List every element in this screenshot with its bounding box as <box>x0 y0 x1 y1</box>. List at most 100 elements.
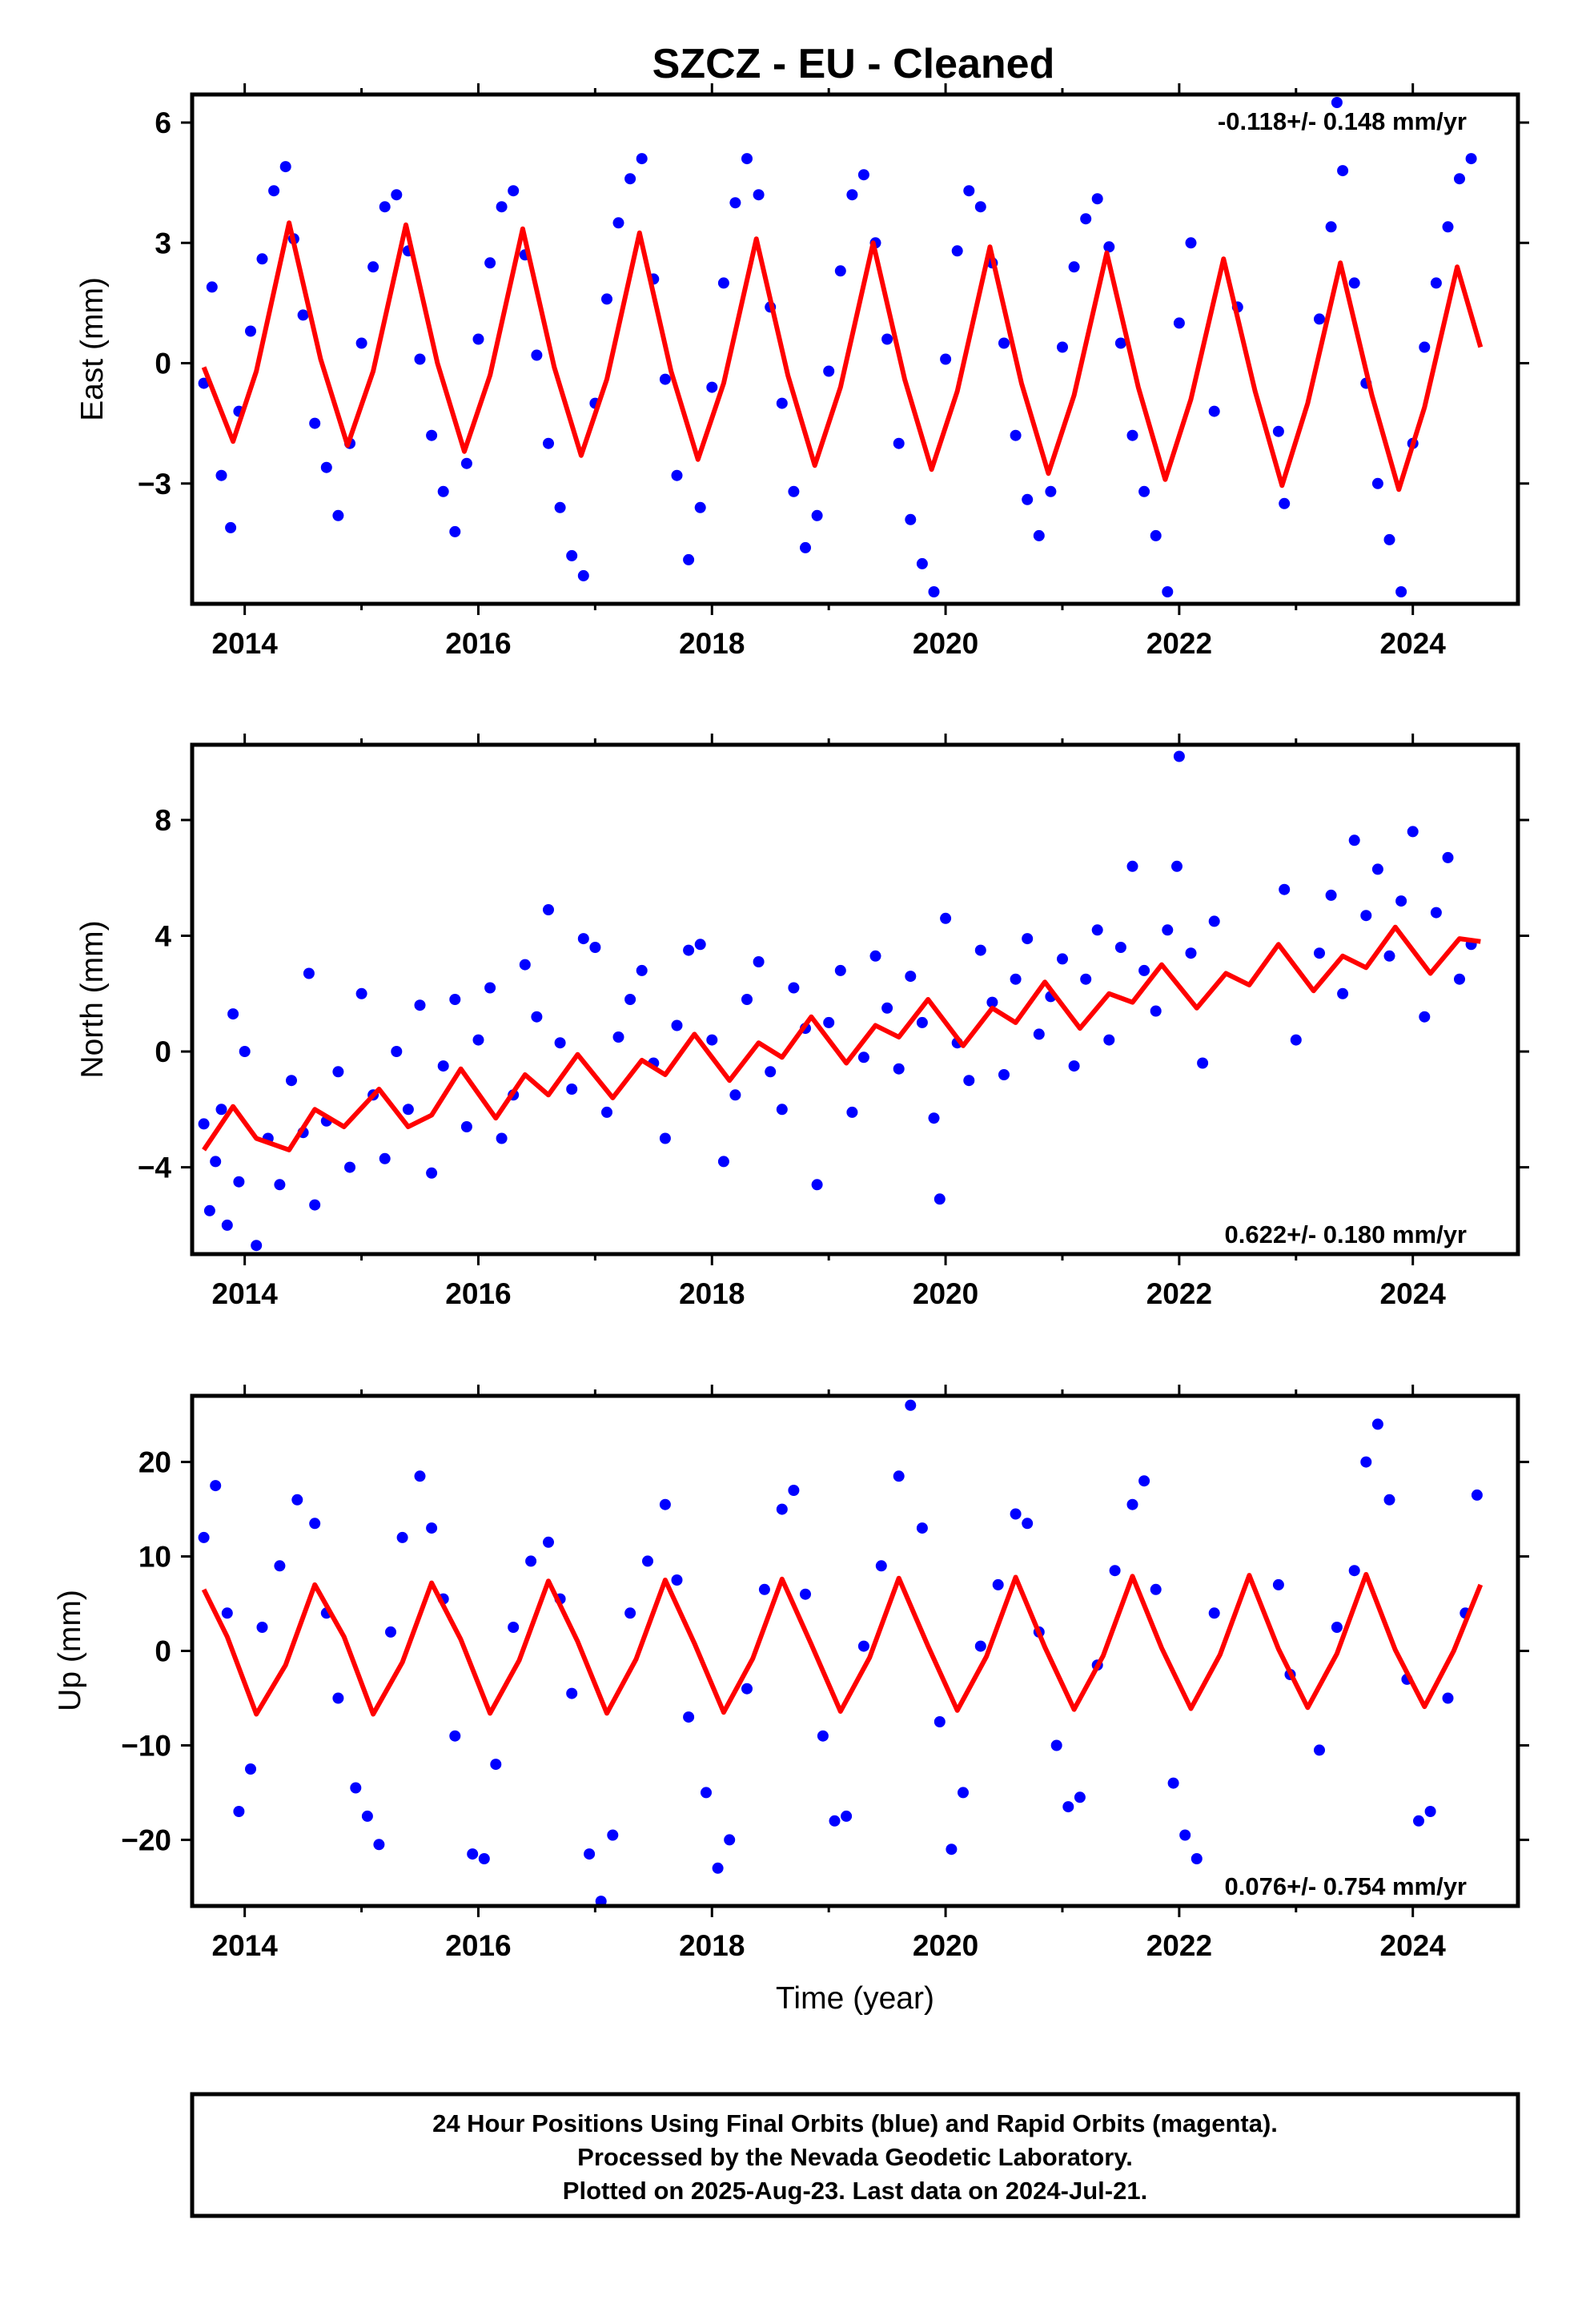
north-data-point <box>1033 1028 1045 1040</box>
east-data-point <box>940 353 952 365</box>
up-data-point <box>829 1815 841 1827</box>
north-data-point <box>531 1011 543 1023</box>
east-data-point <box>449 525 461 537</box>
east-x-tick-label: 2016 <box>445 627 511 660</box>
east-data-point <box>1279 497 1291 509</box>
east-data-point <box>426 429 438 441</box>
north-x-tick-label: 2018 <box>679 1277 745 1310</box>
east-data-point <box>1057 341 1068 353</box>
east-data-point <box>332 509 344 521</box>
north-frame <box>190 742 1520 1256</box>
east-frame <box>190 92 1520 606</box>
up-model-curve <box>201 1572 1484 1717</box>
north-data-point <box>928 1112 940 1124</box>
north-data-point <box>355 987 367 999</box>
north-data-point <box>1068 1060 1080 1072</box>
north-data-point <box>589 942 601 953</box>
east-data-point <box>834 265 846 277</box>
north-data-point <box>717 1156 729 1168</box>
up-data-point <box>607 1829 619 1841</box>
up-data-point <box>332 1692 344 1704</box>
north-data-point <box>402 1104 414 1116</box>
east-data-point <box>846 189 858 201</box>
up-data-point <box>1010 1508 1022 1520</box>
up-data-point <box>1471 1489 1483 1501</box>
north-data-point <box>391 1046 403 1057</box>
north-data-point <box>636 964 648 976</box>
up-data-point <box>741 1683 753 1695</box>
east-data-point <box>1162 586 1174 597</box>
north-data-point <box>1173 750 1185 762</box>
north-data-point <box>729 1089 741 1101</box>
east-data-point <box>1068 261 1080 273</box>
east-data-point <box>612 217 624 229</box>
up-panel: 2014 2016 2018 2020 2022 2024 20 10 0 −10 −20 0.07… <box>53 1385 1529 1962</box>
east-data-point <box>1337 165 1349 177</box>
north-data-point <box>1279 883 1291 895</box>
north-y-tick-label: 0 <box>155 1035 171 1068</box>
east-data-point <box>1325 221 1337 233</box>
east-data-point <box>694 501 706 513</box>
north-data-point <box>1103 1034 1115 1046</box>
north-data-point <box>426 1167 438 1179</box>
east-data-point <box>1150 529 1162 541</box>
north-data-point <box>986 996 998 1008</box>
east-data-point <box>974 201 986 213</box>
up-data-point <box>1062 1801 1074 1813</box>
east-data-point <box>1371 477 1383 489</box>
up-data-point <box>1424 1806 1436 1817</box>
north-data-point <box>1337 987 1349 999</box>
up-x-tick-label: 2016 <box>445 1929 511 1962</box>
east-y-tick-label: 6 <box>155 107 171 139</box>
north-data-point <box>916 1016 928 1028</box>
up-data-point <box>905 1399 917 1411</box>
chart-title: SZCZ - EU - Cleaned <box>652 41 1055 87</box>
up-y-tick-label: 20 <box>139 1446 171 1479</box>
up-data-point <box>1074 1791 1086 1803</box>
up-data-point <box>958 1787 969 1799</box>
up-data-point <box>1371 1418 1383 1430</box>
east-data-point <box>437 485 449 497</box>
up-data-point <box>1360 1456 1372 1468</box>
north-data-point <box>233 1176 245 1188</box>
up-y-tick-label: 10 <box>139 1541 171 1574</box>
north-data-point <box>379 1152 391 1164</box>
up-data-point <box>1442 1692 1454 1704</box>
up-frame <box>190 1393 1520 1908</box>
up-data-point <box>449 1730 461 1742</box>
north-axes: 2014 2016 2018 2020 2022 2024 8 4 0 −4 <box>138 734 1529 1310</box>
north-data-point <box>1208 915 1220 927</box>
up-data-point <box>1413 1815 1424 1827</box>
up-data-point <box>857 1640 869 1652</box>
north-data-point <box>215 1104 227 1116</box>
east-data-point <box>1185 237 1197 249</box>
up-data-point <box>1126 1498 1138 1510</box>
east-data-point <box>1331 97 1343 108</box>
north-data-point <box>823 1016 835 1028</box>
north-model-curve <box>202 924 1481 1152</box>
north-x-tick-label: 2022 <box>1146 1277 1212 1310</box>
north-data-point <box>765 1066 777 1078</box>
north-data-point <box>905 971 917 983</box>
north-data-point <box>1430 907 1442 919</box>
north-data-point <box>601 1106 612 1118</box>
north-data-point <box>554 1037 566 1049</box>
north-data-point <box>472 1034 484 1046</box>
up-data-point <box>946 1844 958 1856</box>
north-ylabel: North (mm) <box>75 920 110 1078</box>
up-data-point <box>893 1470 905 1482</box>
east-data-point <box>881 333 893 345</box>
north-data-point <box>1171 860 1182 872</box>
up-data-point <box>256 1622 268 1633</box>
up-data-point <box>1109 1565 1121 1577</box>
north-data-point <box>1395 895 1407 907</box>
north-data-point <box>1371 863 1383 875</box>
up-y-tick-label: 0 <box>155 1635 171 1668</box>
up-data-point <box>1208 1607 1220 1619</box>
up-data-point <box>566 1687 578 1699</box>
up-data-point <box>992 1578 1004 1590</box>
north-data-point <box>1080 973 1092 985</box>
north-data-point <box>974 944 986 956</box>
up-data-point <box>414 1470 426 1482</box>
